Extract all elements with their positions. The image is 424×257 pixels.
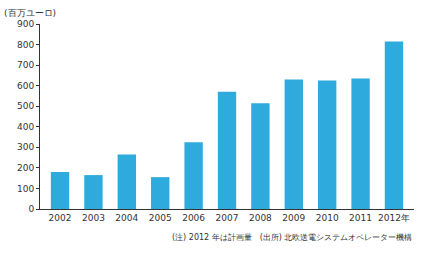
- svg-text:200: 200: [17, 163, 34, 173]
- svg-text:2012年: 2012年: [378, 213, 410, 223]
- svg-text:(注) 2012 年は計画量 (出所) 北欧送電システムオペ: (注) 2012 年は計画量 (出所) 北欧送電システムオペレーター機構: [172, 233, 412, 242]
- svg-text:100: 100: [17, 184, 34, 194]
- svg-text:500: 500: [17, 101, 34, 111]
- svg-text:2004: 2004: [115, 213, 138, 223]
- svg-text:300: 300: [17, 142, 34, 152]
- svg-text:800: 800: [17, 40, 34, 50]
- svg-text:900: 900: [17, 19, 34, 29]
- svg-text:2010: 2010: [316, 213, 339, 223]
- svg-text:2007: 2007: [216, 213, 239, 223]
- svg-text:2011: 2011: [349, 213, 372, 223]
- svg-text:700: 700: [17, 60, 34, 70]
- svg-text:600: 600: [17, 81, 34, 91]
- svg-text:2008: 2008: [249, 213, 272, 223]
- svg-text:2002: 2002: [49, 213, 72, 223]
- svg-text:2003: 2003: [82, 213, 105, 223]
- svg-text:2009: 2009: [282, 213, 305, 223]
- svg-text:(百万ユーロ): (百万ユーロ): [4, 8, 56, 18]
- svg-text:2006: 2006: [182, 213, 205, 223]
- svg-text:400: 400: [17, 122, 34, 132]
- svg-text:2005: 2005: [149, 213, 172, 223]
- svg-text:0: 0: [28, 204, 34, 214]
